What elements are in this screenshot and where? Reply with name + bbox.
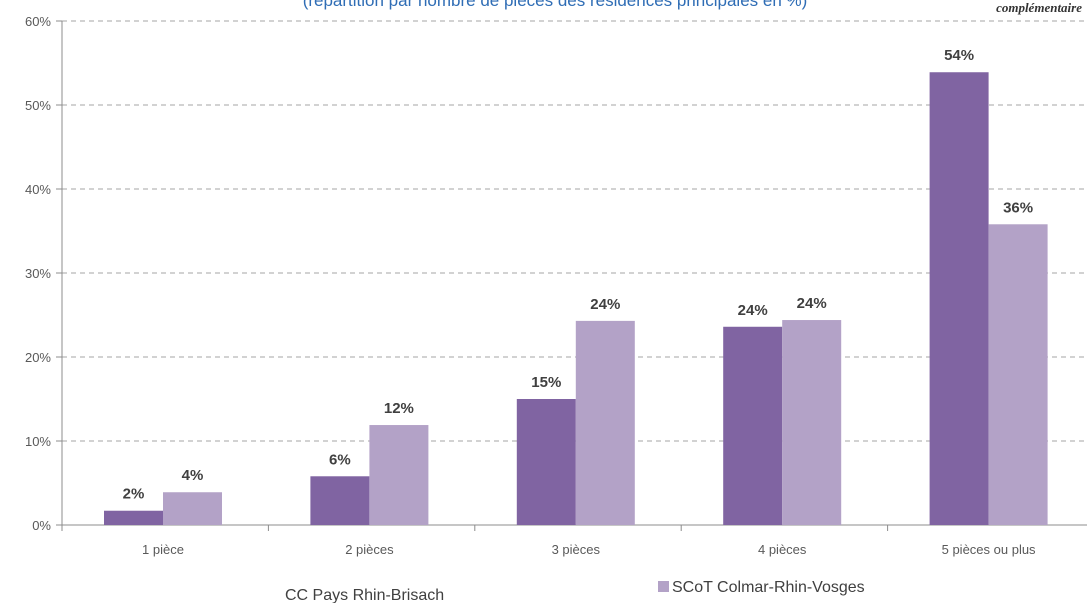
- data-label: 15%: [531, 374, 561, 391]
- bar-cc-pays-rhin-brisach: [929, 72, 989, 526]
- chart-note: complémentaire: [996, 0, 1082, 15]
- y-tick-label: 0%: [32, 518, 51, 533]
- bar-cc-pays-rhin-brisach: [516, 399, 576, 525]
- category-label: 1 pièce: [142, 542, 184, 557]
- data-label: 24%: [797, 295, 827, 312]
- y-tick-label: 40%: [25, 182, 51, 197]
- bar-scot-colmar-rhin-vosges: [782, 320, 842, 525]
- y-tick-label: 20%: [25, 350, 51, 365]
- category-label: 5 pièces ou plus: [942, 542, 1036, 557]
- y-tick-label: 10%: [25, 434, 51, 449]
- data-label: 6%: [329, 451, 351, 468]
- bar-cc-pays-rhin-brisach: [104, 510, 163, 525]
- data-label: 24%: [738, 302, 768, 319]
- chart-title: (répartition par nombre de pièces des ré…: [303, 0, 808, 10]
- bar-scot-colmar-rhin-vosges: [575, 320, 635, 525]
- y-tick-label: 60%: [25, 14, 51, 29]
- bar-scot-colmar-rhin-vosges: [988, 224, 1048, 525]
- category-label: 2 pièces: [345, 542, 394, 557]
- data-label: 36%: [1003, 199, 1033, 216]
- y-tick-label: 30%: [25, 266, 51, 281]
- legend-swatch: [658, 581, 669, 592]
- bar-scot-colmar-rhin-vosges: [369, 425, 429, 525]
- legend-entry: SCoT Colmar-Rhin-Vosges: [672, 579, 865, 596]
- bar-cc-pays-rhin-brisach: [310, 476, 370, 525]
- data-label: 4%: [182, 467, 204, 484]
- legend-entry: CC Pays Rhin-Brisach: [285, 587, 444, 603]
- bar-cc-pays-rhin-brisach: [723, 326, 783, 525]
- category-label: 3 pièces: [552, 542, 601, 557]
- data-label: 24%: [590, 296, 620, 313]
- data-label: 2%: [123, 486, 145, 503]
- category-label: 4 pièces: [758, 542, 807, 557]
- data-label: 12%: [384, 400, 414, 417]
- y-tick-label: 50%: [25, 98, 51, 113]
- bar-scot-colmar-rhin-vosges: [163, 492, 222, 525]
- data-label: 54%: [944, 47, 974, 64]
